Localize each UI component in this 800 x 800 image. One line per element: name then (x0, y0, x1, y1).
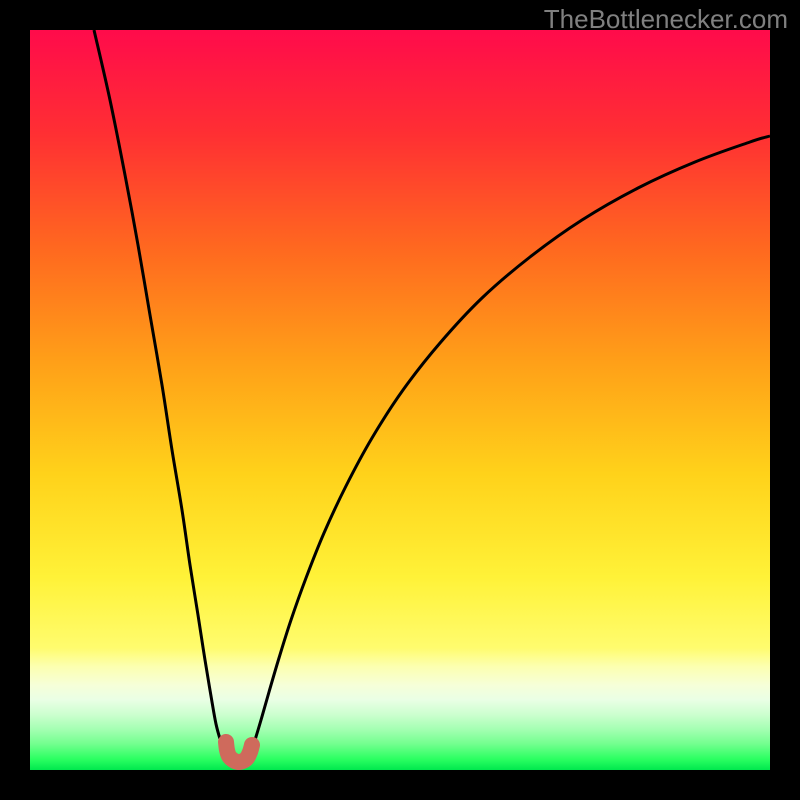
plot-area (30, 30, 770, 770)
gradient-background (30, 30, 770, 770)
plot-svg (30, 30, 770, 770)
watermark-text: TheBottlenecker.com (544, 4, 788, 35)
